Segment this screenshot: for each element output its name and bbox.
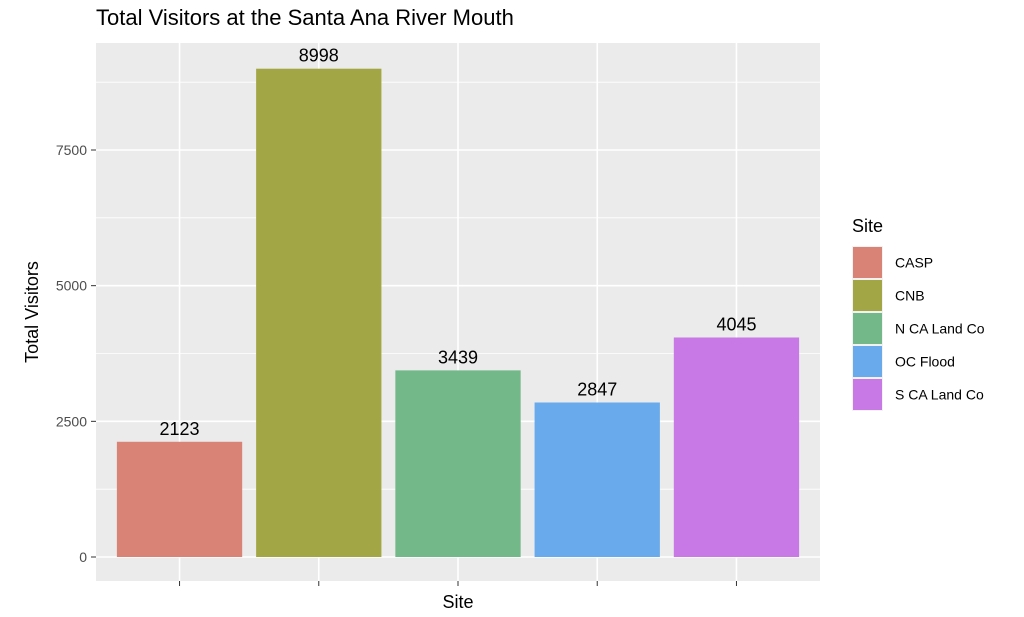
legend-swatch: [853, 379, 882, 410]
data-label: 2847: [577, 380, 617, 400]
data-label: 2123: [160, 419, 200, 439]
data-labels: 2123 8998 3439 2847 4045: [160, 46, 757, 439]
legend-label: OC Flood: [895, 354, 955, 370]
y-axis: 0 2500 5000 7500: [56, 142, 96, 565]
y-axis-title: Total Visitors: [22, 261, 42, 363]
legend-items: CASP CNB N CA Land Co OC Flood S CA Land Co: [852, 246, 985, 411]
y-tick-label: 2500: [56, 413, 87, 429]
bar-oc-flood: [534, 402, 660, 557]
legend-swatch: [853, 313, 882, 344]
legend-label: S CA Land Co: [895, 387, 984, 403]
legend: Site CASP CNB N CA Land Co OC Flood S CA Lan…: [852, 216, 985, 411]
legend-label: CASP: [895, 255, 933, 271]
legend-swatch: [853, 280, 882, 311]
bars: [116, 68, 800, 558]
y-tick-label: 7500: [56, 142, 87, 158]
x-axis: [179, 581, 737, 586]
y-tick-label: 0: [79, 549, 87, 565]
legend-label: CNB: [895, 288, 925, 304]
bar-casp: [116, 441, 243, 557]
y-tick-label: 5000: [56, 278, 87, 294]
bar-cnb: [256, 68, 382, 558]
data-label: 8998: [299, 46, 339, 66]
chart-title: Total Visitors at the Santa Ana River Mo…: [96, 5, 514, 30]
bar-s-ca-land-co: [673, 337, 800, 557]
legend-title: Site: [852, 216, 883, 236]
legend-swatch: [853, 346, 882, 377]
data-label: 3439: [438, 347, 478, 367]
legend-label: N CA Land Co: [895, 321, 985, 337]
legend-swatch: [853, 247, 882, 278]
data-label: 4045: [716, 314, 756, 334]
x-axis-title: Site: [442, 592, 473, 612]
bar-n-ca-land-co: [395, 370, 521, 557]
